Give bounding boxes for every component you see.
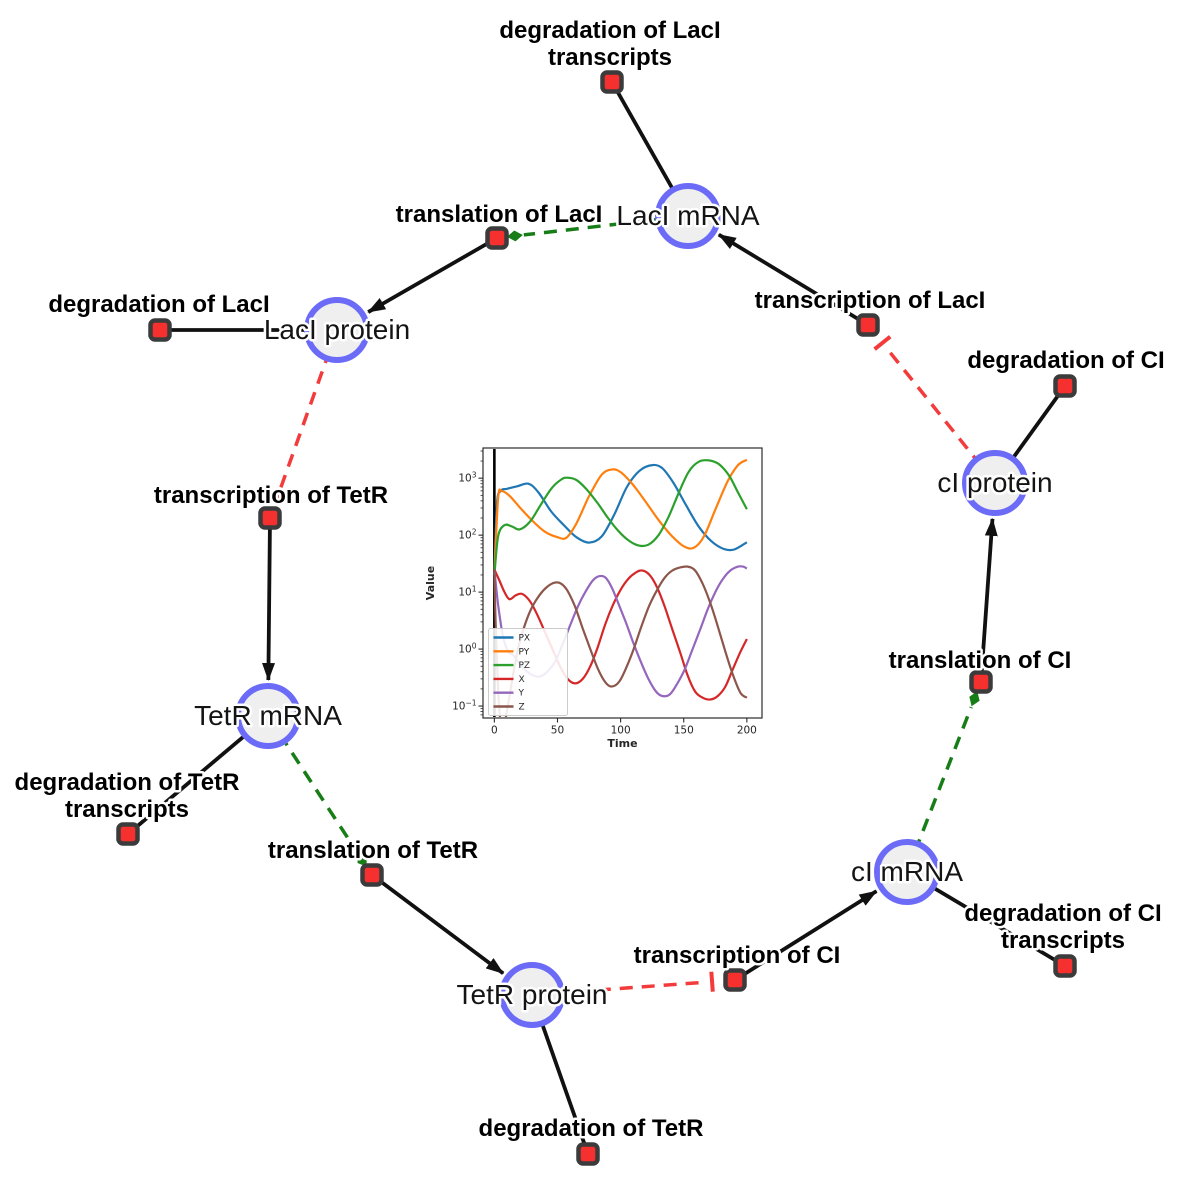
y-tick-label-0: 100 — [458, 641, 476, 655]
edge-tr_tetR-tetR_mRNA — [262, 517, 276, 682]
y-tick-label-2: 102 — [458, 527, 476, 541]
reaction-node-deg_tetR_tx[interactable] — [116, 822, 140, 846]
edge-transl_lacI-lacI_prot — [367, 236, 498, 314]
chart-series-PX — [493, 463, 748, 576]
species-label-tetR_prot: TetR protein — [457, 979, 608, 1010]
reaction-label-deg_lacI-line0: degradation of LacI — [48, 291, 269, 318]
reaction-label-tr_cI-line0: transcription of CI — [634, 942, 841, 969]
y-tick-label-3: 103 — [458, 470, 476, 484]
chart-series-PY — [493, 458, 748, 576]
reaction-node-tr_cI[interactable] — [723, 968, 747, 992]
edge-cI_mRNA-transl_cI-diamond — [969, 691, 980, 707]
reaction-label-tr_lacI-line0: transcription of LacI — [755, 287, 986, 314]
legend-label-PZ: PZ — [519, 661, 531, 671]
reaction-label-deg_lacI_tx-line1: transcripts — [548, 44, 672, 71]
edge-lacI_prot-tr_tetR-tbar — [267, 491, 288, 502]
reaction-label-transl_lacI-line0: translation of LacI — [396, 201, 603, 228]
edge-lacI_mRNA-transl_lacI-diamond — [506, 230, 523, 242]
edge-transl_cI-cI_prot — [979, 517, 998, 683]
species-node-cI_prot[interactable] — [962, 450, 1028, 516]
labels-layer: degradation of LacItranscriptstranslatio… — [12, 15, 1167, 1145]
edge-tetR_mRNA-transl_tetR-diamond — [357, 853, 367, 867]
reaction-label-deg_tetR-line0: degradation of TetR — [479, 1115, 704, 1142]
chart-axes-box — [482, 447, 763, 719]
reaction-node-tr_tetR[interactable] — [258, 506, 282, 530]
reaction-node-transl_lacI[interactable] — [485, 226, 509, 250]
species-label-lacI_prot: LacI protein — [264, 314, 410, 345]
x-tick-label-0: 0 — [491, 725, 498, 737]
reaction-label-transl_cI-line0: translation of CI — [889, 647, 1072, 674]
edge-tr_cI-cI_mRNA — [733, 889, 878, 982]
y-tick-label--1: 10−1 — [452, 698, 477, 712]
edge-transl_tetR-tetR_prot — [370, 873, 505, 975]
legend-label-Z: Z — [519, 703, 525, 713]
species-node-tetR_prot[interactable] — [499, 962, 565, 1028]
reaction-node-deg_tetR[interactable] — [576, 1142, 600, 1166]
legend-label-PX: PX — [519, 634, 531, 644]
reaction-node-tr_lacI[interactable] — [856, 313, 880, 337]
x-tick-label-200: 200 — [737, 725, 757, 737]
species-label-lacI_mRNA: LacI mRNA — [616, 200, 759, 231]
reaction-label-deg_tetR_tx-line1: transcripts — [65, 796, 189, 823]
chart-legend: PX PY PZ XYZ — [488, 628, 568, 716]
legend-label-X: X — [519, 675, 525, 685]
reaction-label-deg_tetR_tx-line0: degradation of TetR — [15, 769, 240, 796]
reaction-label-deg_cI-line0: degradation of CI — [967, 347, 1164, 374]
x-tick-label-150: 150 — [674, 725, 694, 737]
edge-tetR_prot-tr_cI-tbar — [709, 971, 715, 992]
species-node-lacI_mRNA[interactable] — [655, 183, 721, 249]
chart-series-PZ — [493, 459, 748, 576]
legend-label-PY: PY — [519, 647, 530, 657]
species-node-lacI_prot[interactable] — [304, 297, 370, 363]
reaction-node-deg_cI_tx[interactable] — [1053, 954, 1077, 978]
reaction-node-transl_tetR[interactable] — [360, 863, 384, 887]
edge-cI_prot-tr_lacI-tbar — [873, 335, 892, 351]
reaction-label-deg_lacI_tx-line0: degradation of LacI — [499, 17, 720, 44]
species-label-cI_prot: cI protein — [937, 467, 1052, 498]
reaction-label-tr_tetR-line0: transcription of TetR — [154, 482, 388, 509]
species-label-cI_mRNA: cI mRNA — [851, 856, 963, 887]
legend-label-Y: Y — [518, 689, 525, 699]
x-tick-label-100: 100 — [611, 725, 631, 737]
reactions-layer — [116, 70, 1077, 1166]
species-node-tetR_mRNA[interactable] — [235, 683, 301, 749]
species-label-tetR_mRNA: TetR mRNA — [194, 700, 342, 731]
reaction-node-transl_cI[interactable] — [969, 670, 993, 694]
reaction-node-deg_lacI[interactable] — [148, 318, 172, 342]
species-layer — [235, 183, 1028, 1028]
x-tick-label-50: 50 — [551, 725, 564, 737]
y-axis-label: Value — [424, 566, 437, 600]
y-tick-label-1: 101 — [458, 584, 476, 598]
reaction-label-deg_cI_tx-line1: transcripts — [1001, 927, 1125, 954]
edge-tr_lacI-lacI_mRNA — [717, 233, 869, 327]
reaction-label-deg_cI_tx-line0: degradation of CI — [964, 900, 1161, 927]
reaction-node-deg_cI[interactable] — [1053, 374, 1077, 398]
species-node-cI_mRNA[interactable] — [874, 839, 940, 905]
reaction-node-deg_lacI_tx[interactable] — [600, 70, 624, 94]
x-axis-label: Time — [607, 737, 637, 750]
reaction-label-transl_tetR-line0: translation of TetR — [268, 837, 478, 864]
